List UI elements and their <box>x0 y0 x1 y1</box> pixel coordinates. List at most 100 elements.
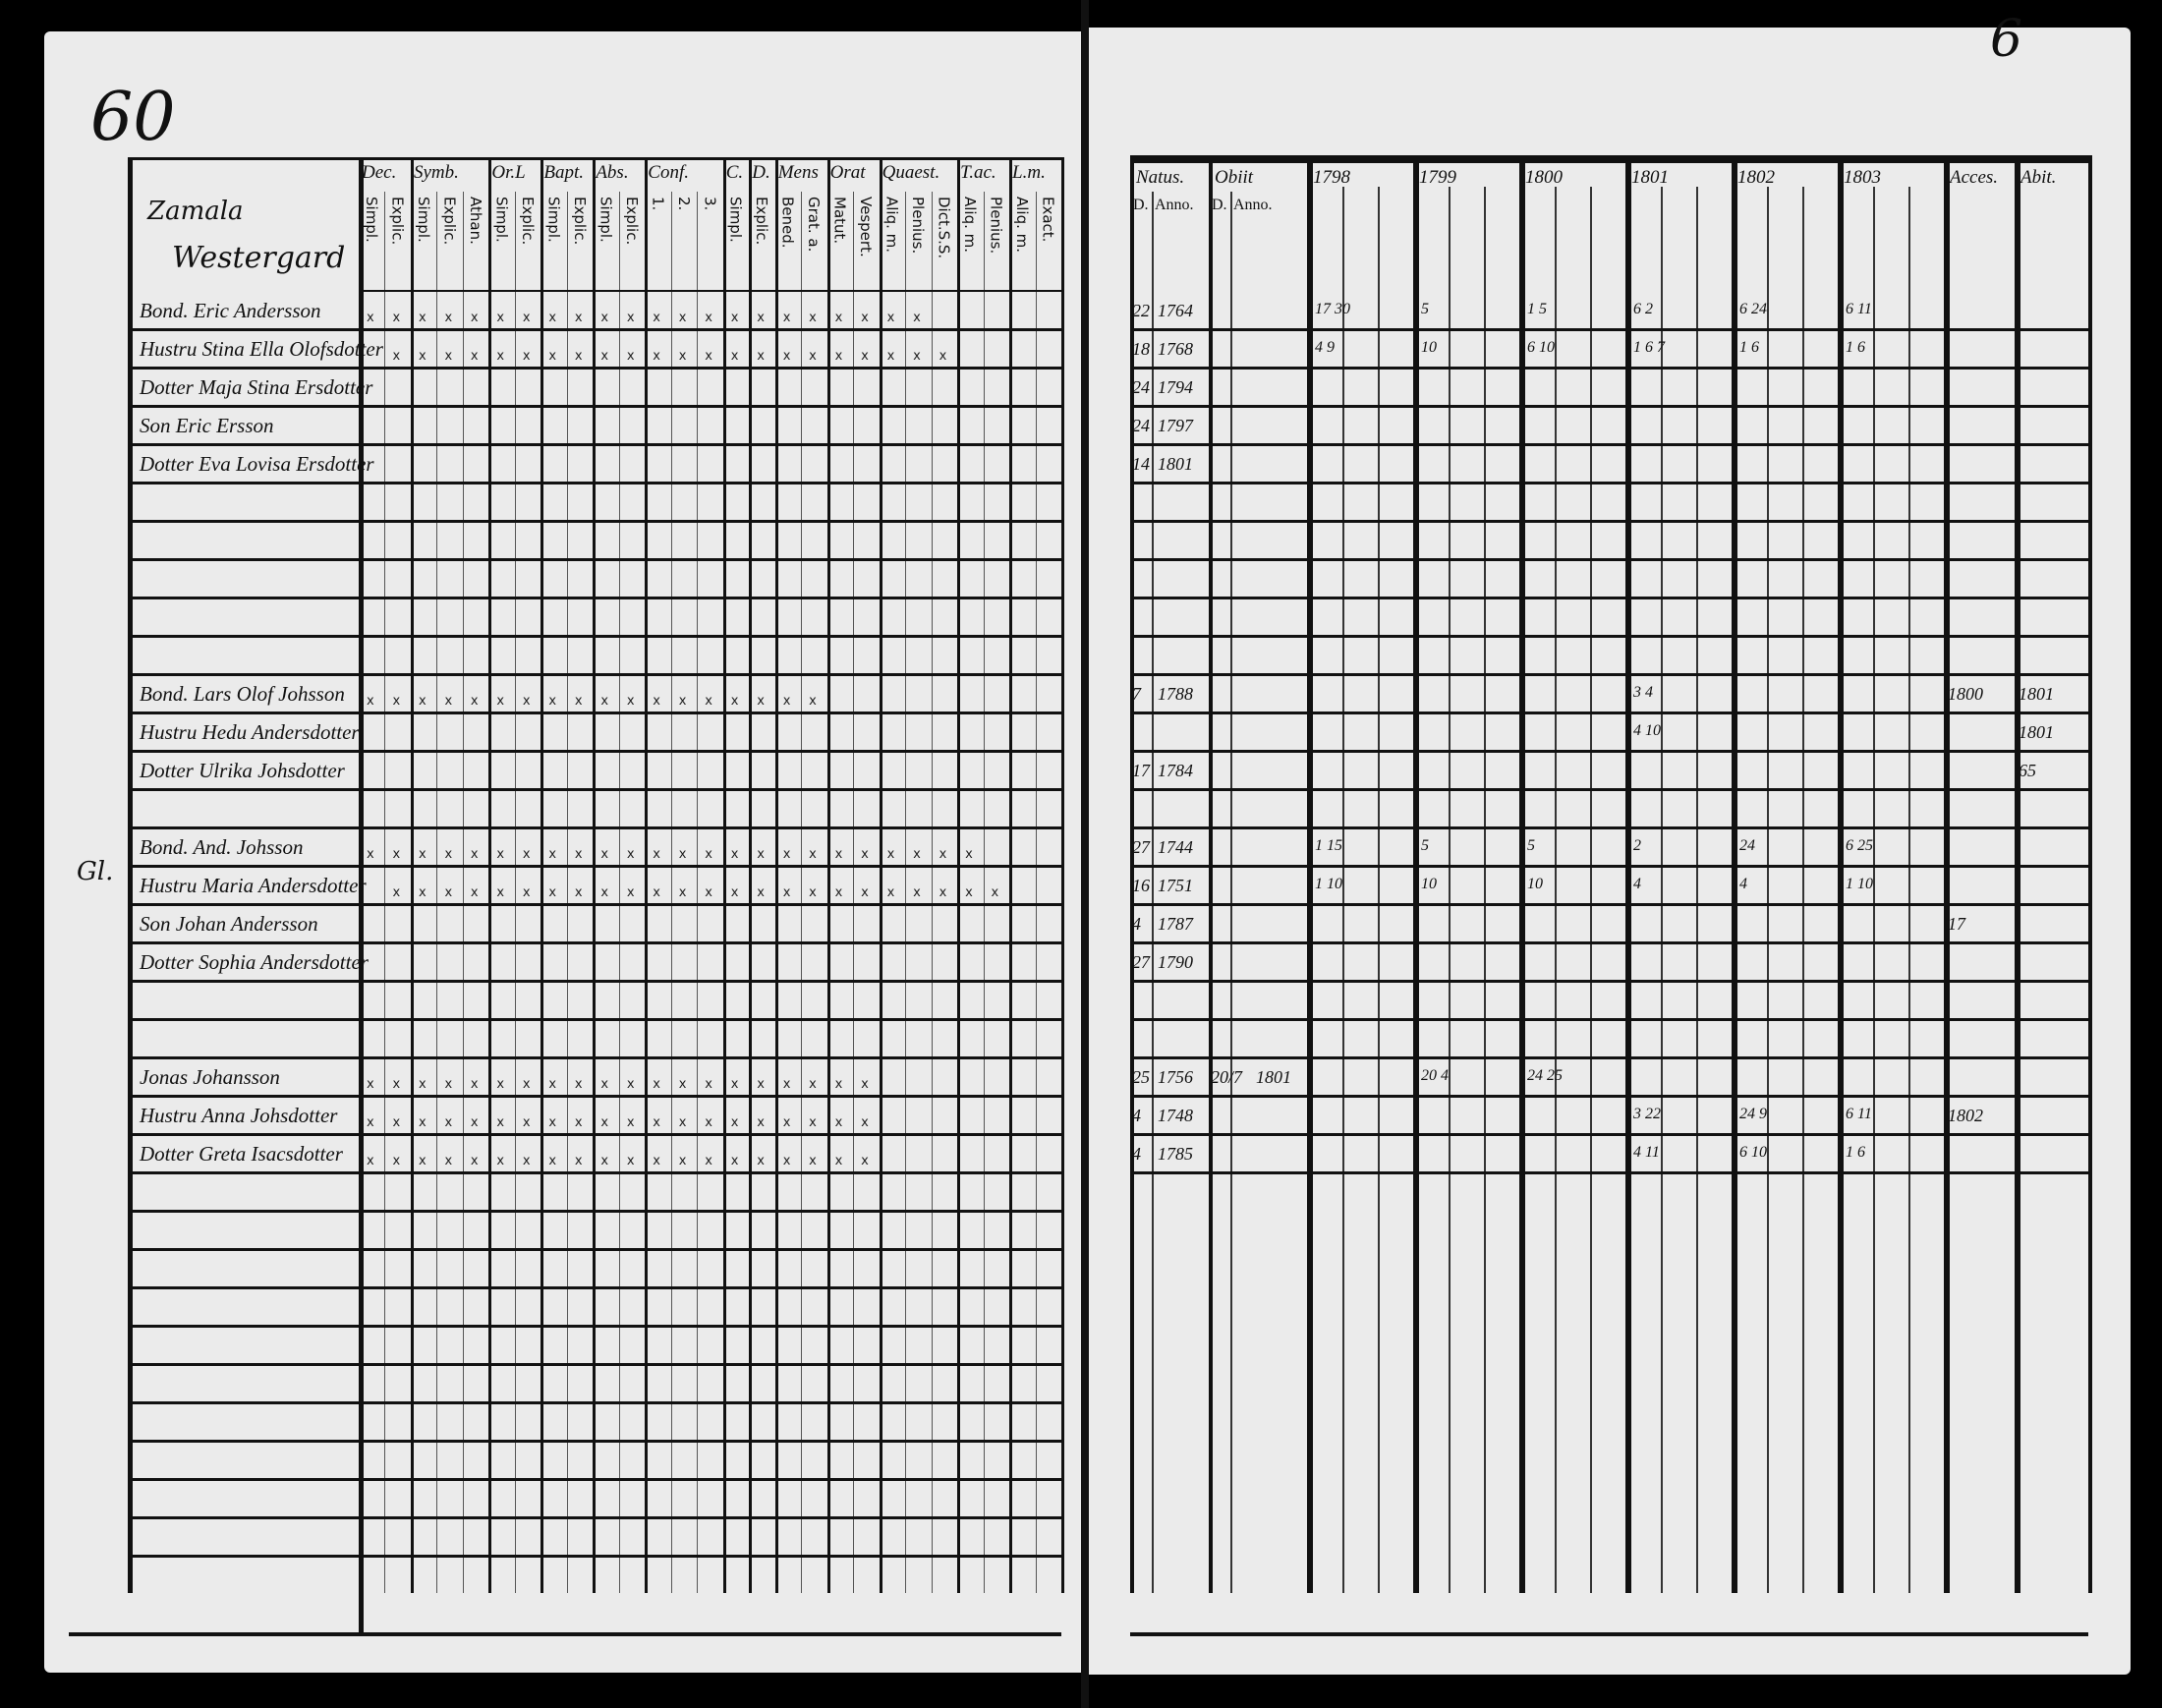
column-header: 1799 <box>1419 167 1456 188</box>
row-rule <box>128 673 1061 676</box>
knowledge-mark: x <box>367 847 374 862</box>
knowledge-mark: x <box>367 694 374 709</box>
sub-divider <box>801 192 803 1593</box>
knowledge-mark: x <box>782 311 791 325</box>
knowledge-mark: x <box>574 694 583 709</box>
column-header: 1802 <box>1737 167 1775 188</box>
knowledge-mark: x <box>522 1154 531 1168</box>
sub-divider <box>436 192 438 1593</box>
year-entry: 3 22 <box>1633 1106 1661 1122</box>
year-entry: 6 11 <box>1846 301 1872 317</box>
column-subheader: Bened. <box>778 197 797 249</box>
knowledge-mark: x <box>834 1077 843 1092</box>
knowledge-mark: x <box>626 349 635 364</box>
row-rule <box>128 1325 1061 1328</box>
group-divider <box>645 157 649 1593</box>
row-rule <box>128 941 1061 944</box>
knowledge-mark: x <box>705 1154 712 1168</box>
knowledge-mark: x <box>809 349 817 364</box>
register-abit: 65 <box>2019 761 2036 780</box>
knowledge-mark: x <box>444 885 453 900</box>
column-subheader: Dict.S.S. <box>935 197 953 259</box>
knowledge-mark: x <box>600 311 609 325</box>
knowledge-mark: x <box>470 885 479 900</box>
sub-divider <box>697 192 699 1593</box>
row-rule <box>128 980 1061 983</box>
person-name: Bond. Eric Andersson <box>140 299 321 322</box>
row-rule <box>1130 328 2088 331</box>
group-divider <box>1307 155 1313 1593</box>
knowledge-mark: x <box>522 1077 531 1092</box>
person-name: Dotter Greta Isacsdotter <box>140 1142 343 1166</box>
column-header: Quaest. <box>882 162 940 183</box>
column-header: 1798 <box>1313 167 1350 188</box>
knowledge-mark: x <box>548 885 557 900</box>
person-name: Hustru Maria Andersdotter <box>140 874 367 897</box>
sub-divider <box>1152 192 1154 1593</box>
knowledge-mark: x <box>834 1154 843 1168</box>
person-name: Dotter Eva Lovisa Ersdotter <box>140 452 374 476</box>
knowledge-mark: x <box>444 349 453 364</box>
row-rule <box>128 328 1061 331</box>
row-rule <box>128 1401 1061 1404</box>
sub-divider <box>514 192 516 1593</box>
knowledge-mark: x <box>392 311 401 325</box>
sub-divider <box>983 192 985 1593</box>
sub-divider <box>1378 187 1380 1593</box>
sub-divider <box>931 192 933 1593</box>
column-subheader: Simpl. <box>597 197 615 243</box>
year-entry: 3 4 <box>1633 684 1653 701</box>
row-rule <box>128 1363 1061 1366</box>
column-subheader: Simpl. <box>363 197 380 243</box>
knowledge-mark: x <box>626 311 635 325</box>
knowledge-mark: x <box>392 885 401 900</box>
register-natus-anno: 1785 <box>1158 1144 1193 1164</box>
person-name: Hustru Stina Ella Olofsdotter <box>140 337 383 361</box>
column-subheader: Simpl. <box>492 197 511 243</box>
knowledge-mark: x <box>939 349 947 364</box>
column-subheader: D. <box>1133 197 1149 213</box>
knowledge-mark: x <box>782 847 791 862</box>
register-natus-d: 4 <box>1132 914 1141 934</box>
knowledge-mark: x <box>444 1154 453 1168</box>
row-rule <box>128 1133 1061 1136</box>
register-natus-anno: 1784 <box>1158 761 1193 780</box>
knowledge-mark: x <box>653 694 660 709</box>
sub-divider <box>566 192 568 1593</box>
knowledge-mark: x <box>470 1077 479 1092</box>
group-divider <box>1519 155 1525 1593</box>
sub-divider <box>670 192 672 1593</box>
knowledge-mark: x <box>678 349 687 364</box>
group-divider <box>540 157 544 1593</box>
knowledge-mark: x <box>574 1077 583 1092</box>
knowledge-mark: x <box>496 1154 505 1168</box>
knowledge-mark: x <box>834 885 843 900</box>
year-entry: 6 24 <box>1739 301 1767 317</box>
row-rule <box>128 750 1061 753</box>
register-natus-anno: 1756 <box>1158 1067 1193 1087</box>
knowledge-mark: x <box>705 1115 712 1130</box>
knowledge-mark: x <box>834 349 843 364</box>
knowledge-mark: x <box>600 694 609 709</box>
row-rule <box>1130 865 2088 868</box>
knowledge-mark: x <box>730 349 739 364</box>
year-entry: 6 2 <box>1633 301 1653 317</box>
knowledge-mark: x <box>653 847 660 862</box>
knowledge-mark: x <box>730 1154 739 1168</box>
person-name: Jonas Johansson <box>140 1065 280 1089</box>
year-entry: 1 6 7 <box>1633 339 1665 356</box>
knowledge-mark: x <box>522 694 531 709</box>
knowledge-mark: x <box>522 885 531 900</box>
knowledge-mark: x <box>470 1154 479 1168</box>
knowledge-mark: x <box>809 1077 817 1092</box>
person-name: Son Johan Andersson <box>140 912 318 936</box>
register-natus-d: 4 <box>1132 1144 1141 1164</box>
group-divider <box>957 157 961 1593</box>
row-rule <box>128 443 1061 446</box>
year-entry: 10 <box>1421 876 1437 892</box>
knowledge-mark: x <box>886 885 895 900</box>
knowledge-mark: x <box>600 847 609 862</box>
sub-divider <box>1802 187 1804 1593</box>
column-header: Symb. <box>413 162 459 183</box>
register-acces: 1800 <box>1948 684 1983 704</box>
